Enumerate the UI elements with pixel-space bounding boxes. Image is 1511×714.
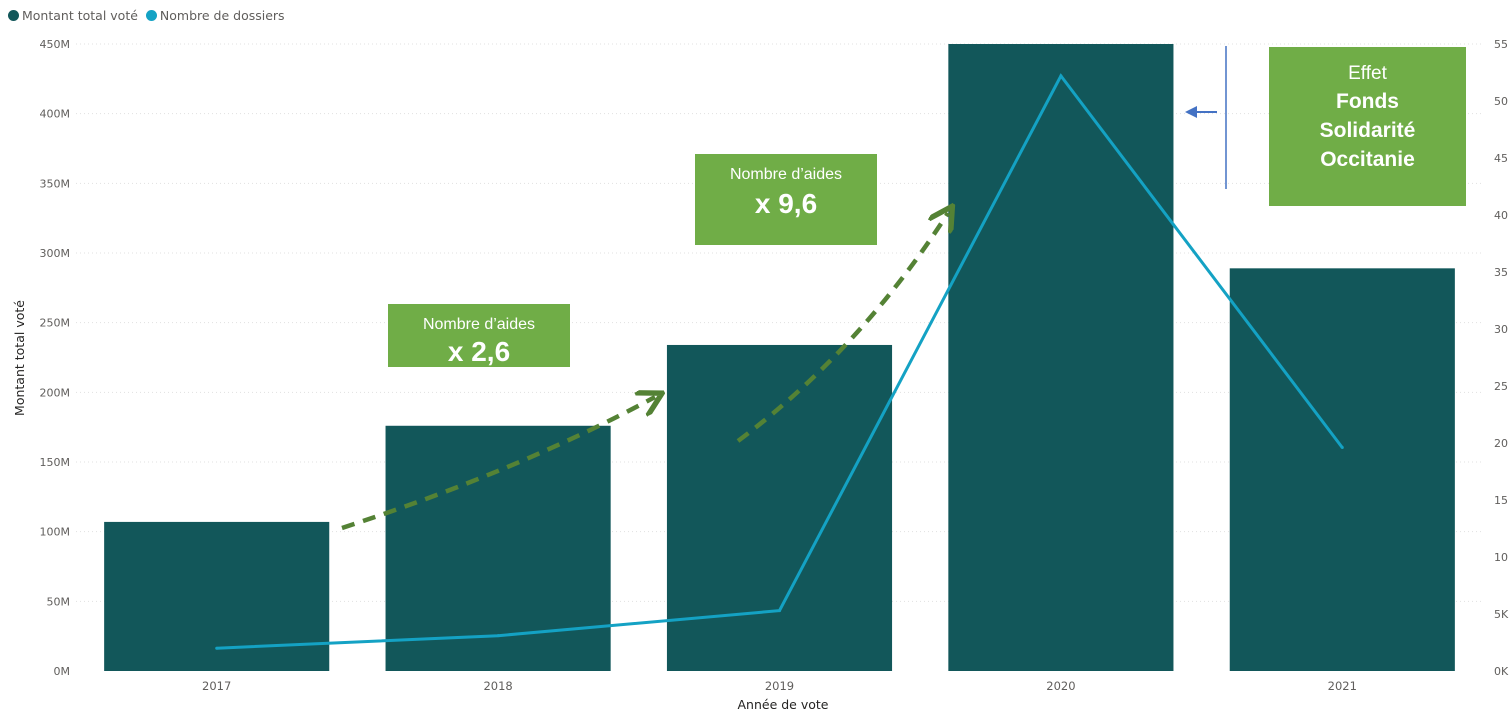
y-tick-label: 200M (40, 386, 71, 399)
annotation-box-fonds-line2: Fonds (1336, 90, 1399, 113)
y-tick-label: 450M (40, 38, 71, 51)
legend-dot-dossiers-icon (145, 10, 157, 21)
y2-tick-label: 40 (1494, 209, 1508, 222)
annotation-box-2019-value: x 9,6 (754, 188, 818, 219)
y2-tick-label: 0K (1494, 665, 1509, 678)
y-axis-right: 0K 5K 10 15 20 25 30 35 40 45 50 55 (1494, 38, 1509, 678)
y2-tick-label: 45 (1494, 152, 1508, 165)
bar-2019[interactable] (666, 344, 893, 671)
growth-arrow-1-icon (341, 397, 655, 531)
x-tick-label: 2020 (1046, 679, 1075, 693)
annotation-box-2019-label: Nombre d’aides (729, 166, 843, 183)
bar-2020[interactable] (948, 44, 1174, 671)
chart-legend: Montant total voté Nombre de dossiers (8, 8, 287, 23)
y-tick-label: 0M (54, 665, 71, 678)
line-point-2021[interactable] (1340, 446, 1344, 450)
y2-tick-label: 30 (1494, 323, 1508, 336)
x-tick-label: 2019 (765, 679, 794, 693)
line-point-2019[interactable] (778, 609, 781, 613)
y-tick-label: 350M (40, 177, 71, 190)
line-point-2020[interactable] (1059, 74, 1063, 78)
y2-tick-label: 5K (1494, 608, 1509, 621)
growth-arrow-2-icon (736, 213, 948, 443)
annotation-box-fonds-line3: Solidarité (1319, 119, 1416, 142)
x-tick-label: 2021 (1328, 679, 1357, 693)
y-axis-left: 0M 50M 100M 150M 200M 250M 300M 350M 400M 450M (40, 38, 71, 678)
legend-item-montant[interactable]: Montant total voté (8, 8, 138, 23)
y-tick-label: 50M (47, 595, 71, 608)
y-tick-label: 300M (40, 247, 71, 260)
x-tick-label: 2017 (202, 679, 231, 693)
annotation-box-2018-label: Nombre d’aides (422, 316, 536, 333)
legend-label-dossiers: Nombre de dossiers (159, 8, 285, 23)
bar-2021[interactable] (1229, 268, 1455, 671)
y2-tick-label: 10 (1494, 551, 1508, 564)
annotation-box-fonds-line1: Effet (1348, 63, 1387, 84)
y2-tick-label: 15 (1494, 494, 1508, 507)
y2-tick-label: 35 (1494, 266, 1508, 279)
line-point-2017[interactable] (215, 646, 219, 650)
line-point-2018[interactable] (496, 634, 500, 638)
y2-tick-label: 20 (1494, 437, 1508, 450)
annotation-box-fonds-line4: Occitanie (1320, 148, 1415, 171)
line-series (215, 73, 1344, 650)
annotation-box-2019: Nombre d’aides x 9,6 (695, 154, 877, 245)
y-tick-label: 250M (40, 317, 71, 330)
y2-tick-label: 55 (1494, 38, 1508, 51)
annotation-box-fonds: Effet Fonds Solidarité Occitanie (1269, 47, 1466, 206)
y-tick-label: 100M (40, 526, 71, 539)
legend-item-dossiers[interactable]: Nombre de dossiers (145, 8, 285, 23)
legend-dot-montant-icon (8, 10, 19, 21)
y-tick-label: 400M (40, 108, 71, 121)
y2-tick-label: 50 (1494, 95, 1508, 108)
x-tick-label: 2018 (483, 679, 512, 693)
annotation-box-2018: Nombre d’aides x 2,6 (388, 304, 570, 367)
x-axis: 2017 2018 2019 2020 2021 (202, 679, 1357, 693)
annotation-box-2018-value: x 2,6 (447, 336, 511, 367)
y-tick-label: 150M (40, 456, 71, 469)
bar-series (104, 44, 1455, 671)
y-axis-title: Montant total voté (12, 300, 27, 416)
y2-tick-label: 25 (1494, 380, 1508, 393)
x-axis-title: Année de vote (738, 697, 829, 712)
legend-label-montant: Montant total voté (22, 8, 138, 23)
